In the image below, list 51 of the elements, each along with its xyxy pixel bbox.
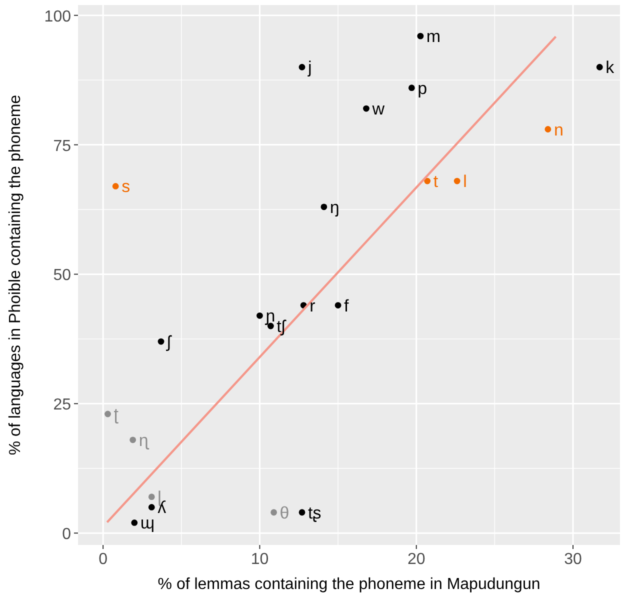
point bbox=[270, 509, 278, 516]
point bbox=[298, 64, 306, 70]
annotation: tʂ bbox=[308, 503, 322, 522]
point bbox=[130, 436, 136, 444]
annotation: p bbox=[418, 78, 428, 98]
annotation: ɲ bbox=[264, 306, 276, 326]
point bbox=[417, 32, 424, 40]
annotation: r bbox=[310, 296, 316, 316]
point bbox=[131, 520, 138, 526]
point bbox=[544, 126, 552, 132]
y-tick-label: 0 bbox=[62, 526, 72, 544]
annotation: j bbox=[307, 58, 312, 78]
annotation: w bbox=[371, 100, 386, 119]
x-axis-title: % of lemmas containing the phoneme in Mapudungun bbox=[158, 576, 540, 593]
point bbox=[363, 105, 370, 112]
point bbox=[112, 183, 119, 190]
annotation: n bbox=[554, 120, 564, 140]
point bbox=[148, 504, 155, 510]
x-tick-label: 0 bbox=[98, 551, 108, 568]
x-tick-label: 10 bbox=[250, 551, 269, 568]
y-axis-title: % of languages in Phoible containing the phoneme bbox=[7, 94, 24, 456]
point bbox=[256, 312, 263, 319]
annotation: ɰ bbox=[140, 514, 155, 533]
point bbox=[320, 204, 328, 210]
annotation: ʃ bbox=[166, 332, 172, 352]
y-tick-label: 50 bbox=[53, 267, 72, 284]
annotation: ʈ bbox=[114, 405, 119, 424]
annotation: s bbox=[122, 177, 130, 196]
annotation: ɳ bbox=[138, 430, 150, 450]
x-tick-label: 20 bbox=[407, 551, 426, 568]
point bbox=[158, 338, 164, 345]
point bbox=[408, 84, 415, 92]
annotation: l bbox=[463, 172, 467, 192]
point bbox=[148, 494, 155, 500]
point bbox=[298, 509, 306, 516]
annotation: f bbox=[344, 296, 350, 316]
point bbox=[424, 178, 431, 184]
point bbox=[104, 410, 111, 418]
annotation: m bbox=[426, 27, 441, 46]
point bbox=[596, 64, 603, 70]
y-tick-label: 75 bbox=[53, 138, 72, 155]
y-tick-label: 25 bbox=[53, 396, 72, 414]
y-tick-label: 100 bbox=[44, 8, 72, 26]
x-tick-label: 30 bbox=[564, 551, 582, 568]
annotation: θ bbox=[280, 503, 290, 522]
annotation: t bbox=[433, 172, 438, 192]
annotation: k bbox=[606, 58, 615, 78]
point bbox=[334, 302, 342, 308]
point bbox=[454, 178, 460, 184]
annotation: tʃ bbox=[276, 316, 286, 336]
annotation: ŋ bbox=[330, 198, 340, 217]
